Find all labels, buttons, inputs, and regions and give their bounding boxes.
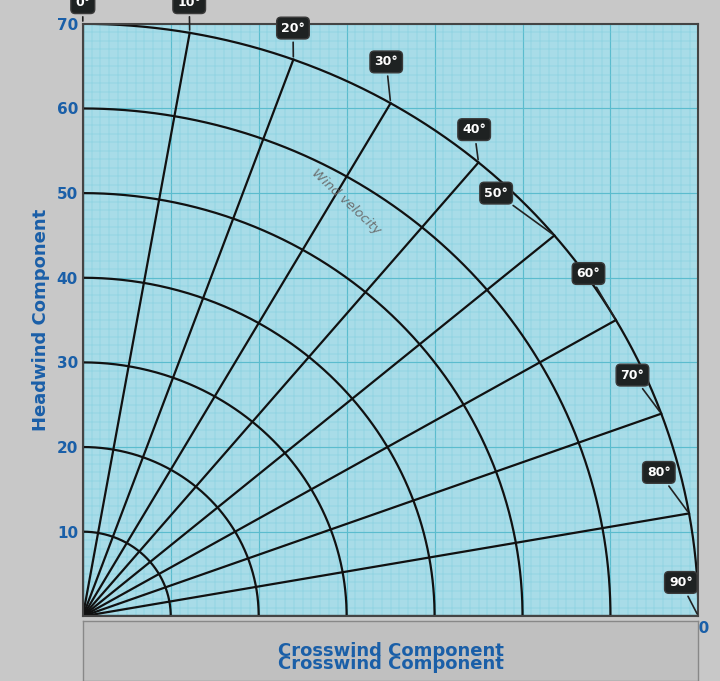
Text: Crosswind Component: Crosswind Component xyxy=(278,655,503,673)
Text: 40°: 40° xyxy=(462,123,486,160)
Text: 20°: 20° xyxy=(281,22,305,57)
Text: 70°: 70° xyxy=(621,368,660,411)
Y-axis label: Headwind Component: Headwind Component xyxy=(32,209,50,431)
Text: 30°: 30° xyxy=(374,55,398,101)
Text: Crosswind Component: Crosswind Component xyxy=(278,642,503,660)
Text: 60°: 60° xyxy=(577,267,614,317)
Text: 90°: 90° xyxy=(669,576,697,614)
Text: 80°: 80° xyxy=(647,466,688,511)
Text: 50°: 50° xyxy=(484,187,552,234)
Text: 10°: 10° xyxy=(177,0,201,30)
Text: 0°: 0° xyxy=(75,0,91,21)
Text: Wind velocity: Wind velocity xyxy=(310,166,384,237)
